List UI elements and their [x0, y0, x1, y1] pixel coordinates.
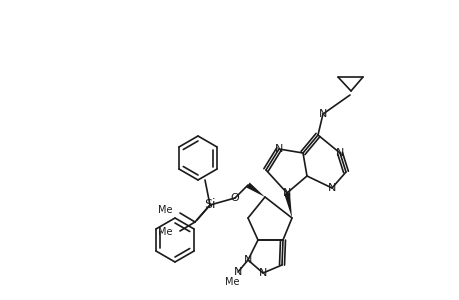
- Text: N: N: [335, 148, 343, 158]
- Text: Me: Me: [157, 205, 172, 215]
- Text: Si: Si: [204, 199, 215, 212]
- Text: Me: Me: [224, 277, 239, 287]
- Text: N: N: [274, 144, 283, 154]
- Text: O: O: [230, 193, 239, 203]
- Text: N: N: [318, 109, 326, 119]
- Text: Me: Me: [157, 227, 172, 237]
- Text: N: N: [243, 255, 252, 265]
- Text: N: N: [258, 268, 267, 278]
- Text: N: N: [233, 267, 241, 277]
- Text: N: N: [282, 188, 291, 198]
- Polygon shape: [284, 192, 291, 218]
- Polygon shape: [246, 182, 264, 197]
- Text: N: N: [327, 183, 336, 193]
